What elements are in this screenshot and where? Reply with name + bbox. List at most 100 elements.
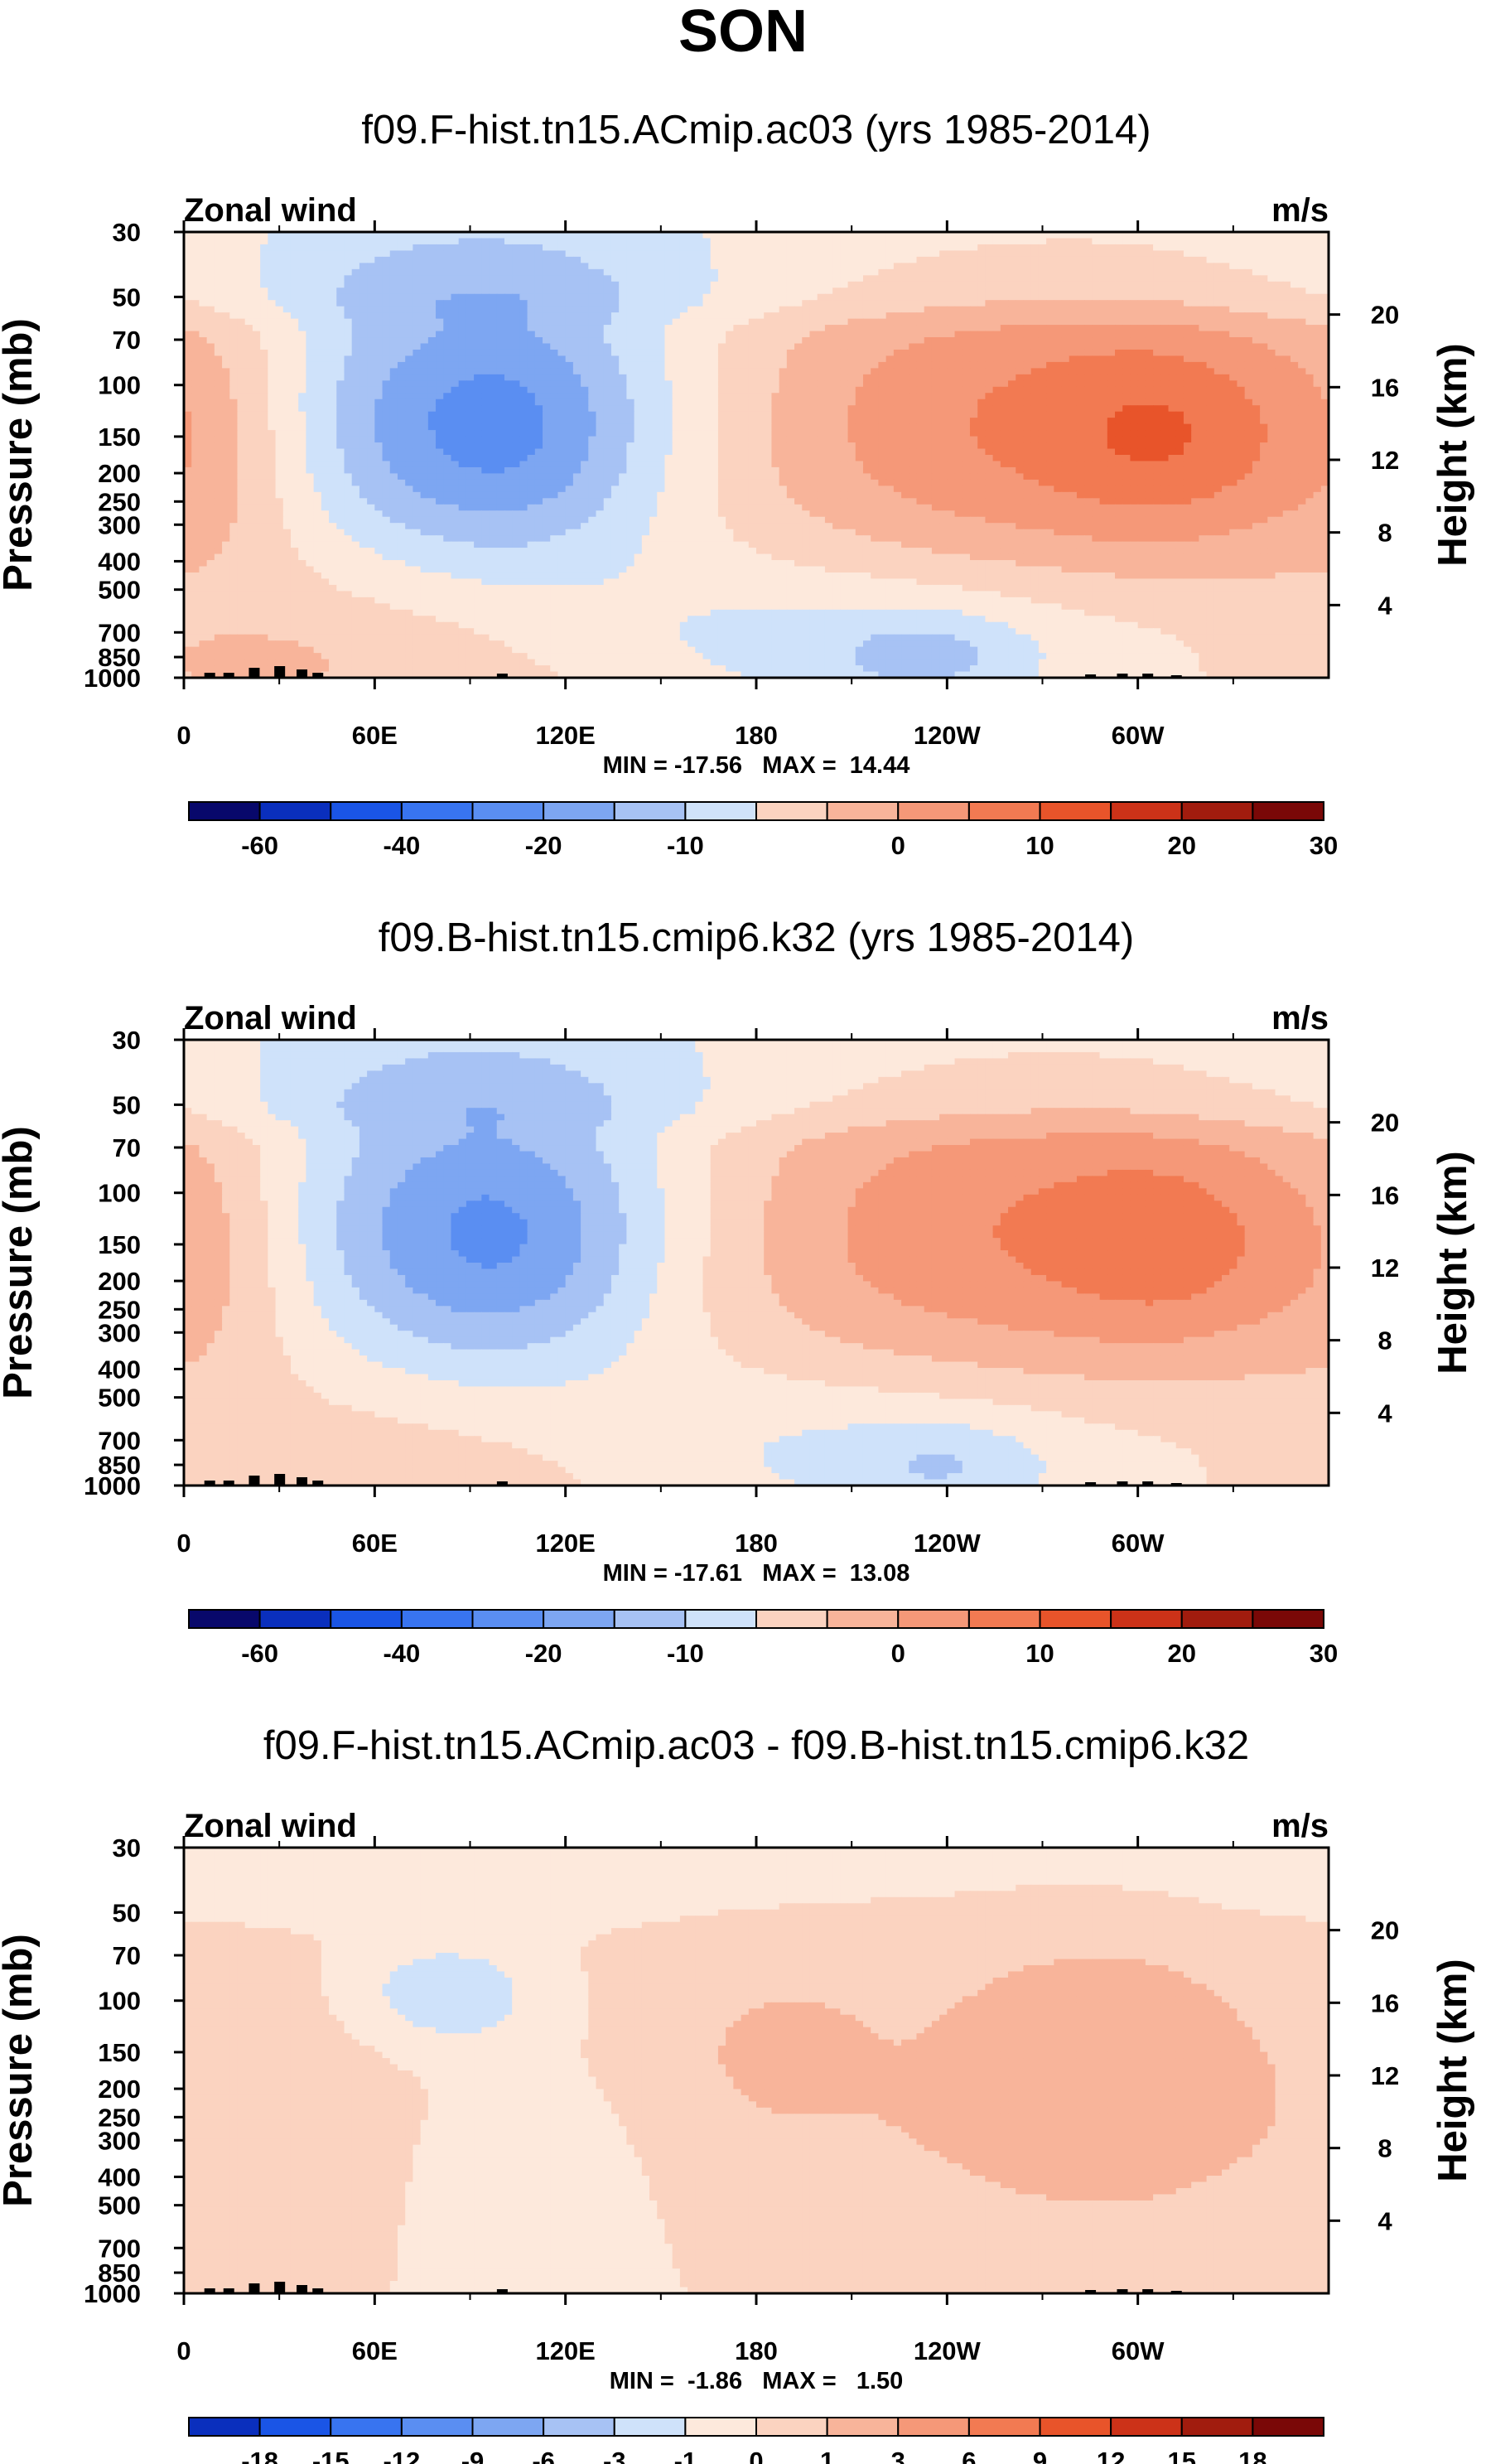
contour-cell [1191,250,1199,257]
contour-cell [1016,263,1024,269]
contour-cell [825,282,833,288]
contour-cell [459,250,467,257]
contour-cell [550,238,558,244]
contour-cell [688,257,696,263]
contour-cell [649,250,658,257]
contour-cell [428,238,437,244]
contour-cell [1039,244,1047,251]
contour-cell [436,294,444,301]
contour-cell [794,294,803,301]
contour-cell [398,257,406,263]
contour-cell [314,294,322,301]
contour-cell [1214,282,1223,288]
contour-cell [794,287,803,294]
contour-cell [832,250,841,257]
contour-cell [924,275,933,282]
contour-cell [283,257,292,263]
contour-cell [1077,263,1085,269]
contour-cell [497,257,505,263]
contour-cell [749,257,757,263]
contour-cell [1298,282,1306,288]
contour-cell [268,250,276,257]
contour-cell [207,263,215,269]
contour-cell [581,287,589,294]
contour-cell [787,244,795,251]
contour-cell [268,287,276,294]
contour-cell [199,263,207,269]
contour-cell [771,244,779,251]
contour-cell [832,263,841,269]
contour-cell [673,269,681,276]
contour-cell [1199,238,1207,244]
contour-cell [398,238,406,244]
contour-cell [619,282,627,288]
contour-cell [1176,238,1184,244]
contour-cell [581,244,589,251]
contour-cell [314,250,322,257]
contour-cell [1169,250,1177,257]
contour-cell [1084,263,1093,269]
contour-cell [1305,269,1314,276]
contour-cell [466,282,475,288]
contour-cell [352,250,360,257]
contour-cell [871,238,879,244]
contour-cell [1115,257,1123,263]
contour-cell [787,238,795,244]
contour-cell [1023,257,1031,263]
contour-cell [818,269,826,276]
contour-cell [359,269,368,276]
contour-cell [504,294,513,301]
contour-cell [649,294,658,301]
contour-cell [474,257,482,263]
contour-cell [711,282,719,288]
contour-cell [222,275,230,282]
contour-cell [283,287,292,294]
contour-cell [764,257,772,263]
contour-cell [557,275,566,282]
contour-cell [818,244,826,251]
contour-cell [260,244,268,251]
contour-cell [550,257,558,263]
contour-cell [1092,269,1100,276]
contour-cell [260,294,268,301]
contour-cell [741,269,750,276]
contour-cell [1245,238,1253,244]
contour-cell [421,263,429,269]
contour-cell [909,263,917,269]
contour-cell [1169,244,1177,251]
contour-cell [1001,282,1009,288]
contour-cell [1176,275,1184,282]
contour-cell [1314,287,1322,294]
contour-cell [939,257,948,263]
contour-cell [474,287,482,294]
contour-cell [191,275,200,282]
contour-cell [1031,269,1040,276]
contour-cell [481,269,490,276]
contour-cell [550,282,558,288]
contour-cell [932,263,940,269]
contour-cell [490,287,498,294]
contour-cell [718,238,726,244]
contour-cell [321,263,330,269]
contour-cell [298,257,306,263]
contour-cell [1314,244,1322,251]
contour-cell [519,250,528,257]
contour-cell [871,263,879,269]
contour-cell [856,263,864,269]
contour-cell [199,275,207,282]
contour-cell [604,238,612,244]
contour-cell [871,257,879,263]
contour-cell [374,238,383,244]
contour-cell [924,287,933,294]
contour-cell [1023,263,1031,269]
contour-cell [619,269,627,276]
contour-cell [543,238,551,244]
contour-cell [191,287,200,294]
contour-cell [963,282,971,288]
contour-cell [1001,244,1009,251]
contour-cell [443,282,451,288]
contour-cell [1199,244,1207,251]
contour-cell [276,282,284,288]
contour-cell [1267,250,1276,257]
contour-cell [1054,287,1062,294]
